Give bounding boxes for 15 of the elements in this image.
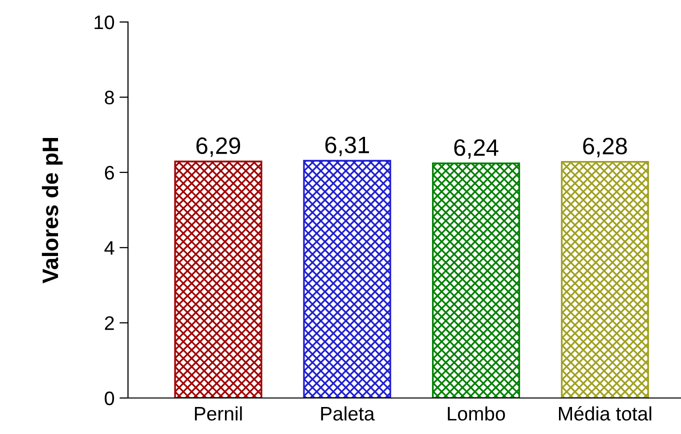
x-tick-label: Pernil: [194, 406, 242, 421]
y-axis-title: Valores de pH: [42, 138, 63, 284]
data-label: 6,29: [196, 137, 240, 157]
x-tick-label: Lombo: [448, 406, 505, 421]
data-label: 6,24: [454, 139, 498, 159]
y-tick-label: 10: [94, 15, 114, 30]
y-tick-label: 4: [104, 241, 114, 255]
x-tick-label: Paleta: [321, 406, 375, 421]
y-tick-label: 8: [104, 90, 114, 104]
y-tick-label: 0: [104, 391, 114, 406]
data-label: 6,28: [583, 138, 627, 158]
y-tick-label: 6: [104, 166, 114, 180]
y-tick-label: 2: [104, 316, 114, 330]
data-label: 6,31: [325, 136, 369, 156]
x-tick-label: Média total: [558, 406, 652, 421]
